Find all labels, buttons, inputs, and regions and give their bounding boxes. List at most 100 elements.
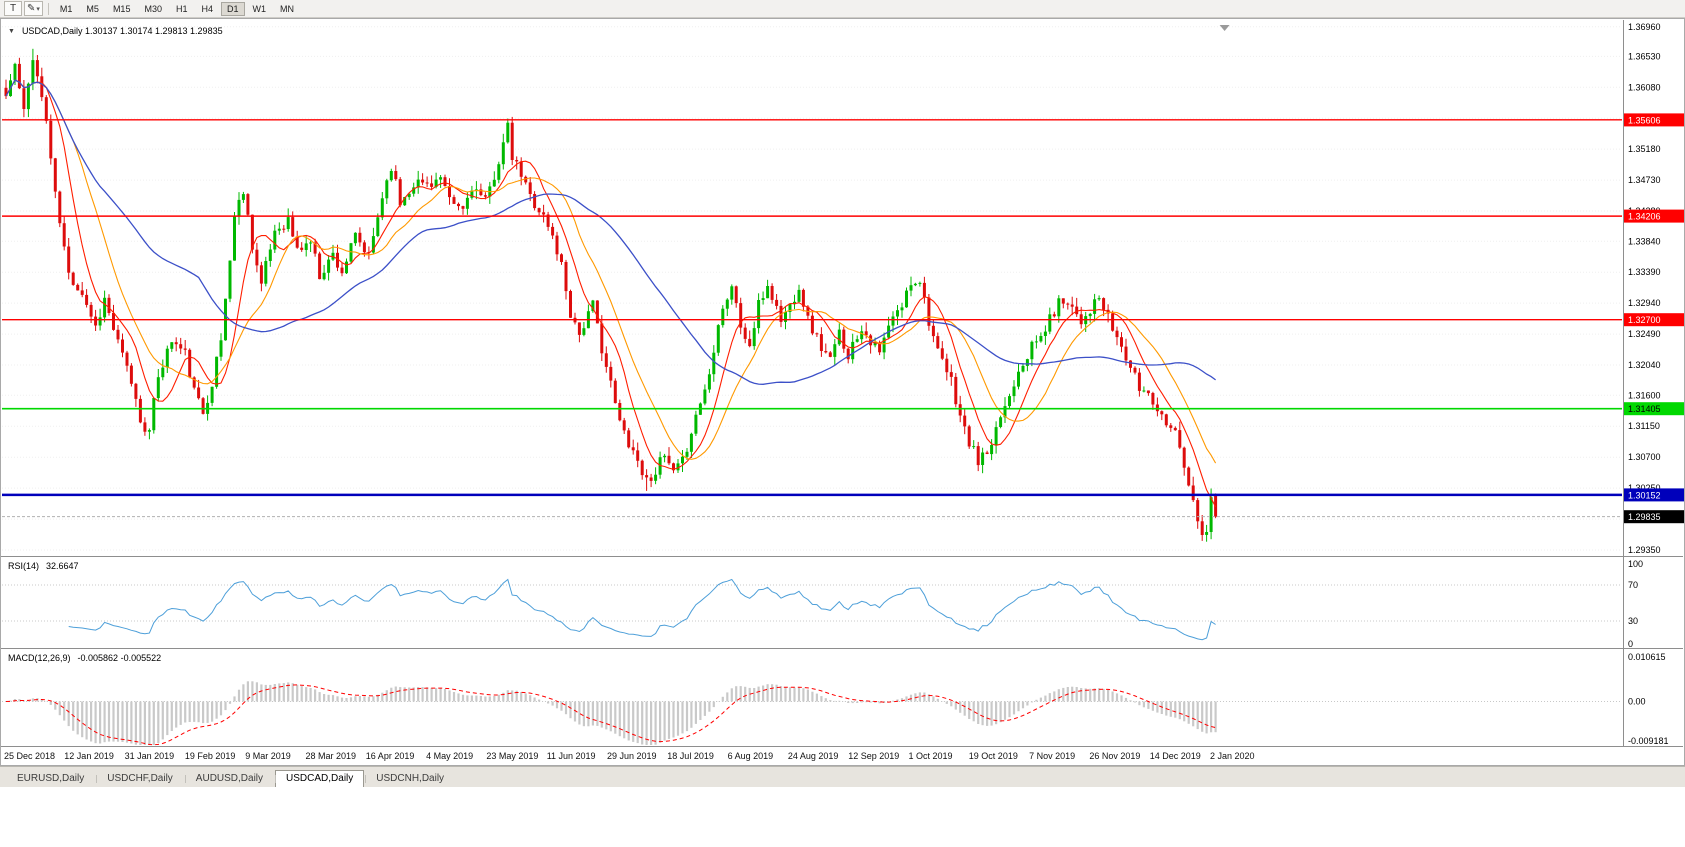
svg-text:1.30152: 1.30152 — [1628, 490, 1661, 500]
macd-histogram — [9, 681, 1217, 745]
svg-text:1.36960: 1.36960 — [1628, 22, 1661, 32]
svg-text:70: 70 — [1628, 580, 1638, 590]
timeframe-h4-button[interactable]: H4 — [201, 3, 213, 14]
timeframe-m15-button[interactable]: M15 — [112, 3, 131, 14]
svg-text:100: 100 — [1628, 559, 1643, 569]
svg-text:1.33390: 1.33390 — [1628, 267, 1661, 277]
svg-text:12 Sep 2019: 12 Sep 2019 — [848, 751, 899, 761]
svg-text:1.29835: 1.29835 — [1628, 512, 1661, 522]
svg-text:0.010615: 0.010615 — [1628, 652, 1666, 662]
svg-text:1.32490: 1.32490 — [1628, 329, 1661, 339]
price-grid — [2, 26, 1622, 551]
candles-layer — [4, 48, 1218, 542]
price-badge-1.35606[interactable]: 1.35606 — [1624, 113, 1685, 127]
tab-usdcnh-daily[interactable]: USDCNH,Daily — [365, 770, 455, 787]
svg-text:31 Jan 2019: 31 Jan 2019 — [125, 751, 175, 761]
svg-text:1.32940: 1.32940 — [1628, 298, 1661, 308]
svg-text:1.33840: 1.33840 — [1628, 236, 1661, 246]
macd-label: MACD(12,26,9) — [8, 653, 71, 663]
svg-text:24 Aug 2019: 24 Aug 2019 — [788, 751, 839, 761]
toolbar-separator — [47, 2, 49, 15]
svg-text:1.35606: 1.35606 — [1628, 115, 1661, 125]
svg-text:14 Dec 2019: 14 Dec 2019 — [1150, 751, 1201, 761]
timeframe-w1-button[interactable]: W1 — [252, 3, 267, 14]
svg-text:26 Nov 2019: 26 Nov 2019 — [1089, 751, 1140, 761]
chart-canvas[interactable]: 1.369601.365301.360801.356301.351801.347… — [0, 18, 1685, 766]
svg-text:1.32040: 1.32040 — [1628, 360, 1661, 370]
svg-text:16 Apr 2019: 16 Apr 2019 — [366, 751, 415, 761]
svg-text:25 Dec 2018: 25 Dec 2018 — [4, 751, 55, 761]
tab-audusd-daily[interactable]: AUDUSD,Daily — [184, 770, 274, 787]
svg-text:1 Oct 2019: 1 Oct 2019 — [909, 751, 953, 761]
top-toolbar: T ✎ ▾ M1 M5 M15 M30 H1 H4 D1 W1 MN — [0, 0, 1685, 18]
rsi-level-lines — [2, 584, 1622, 622]
price-badges: 1.35606 1.34206 1.32700 1.31405 1.30152 1.298… — [1624, 113, 1685, 524]
timeframe-mn-button[interactable]: MN — [280, 3, 295, 14]
svg-text:29 Jun 2019: 29 Jun 2019 — [607, 751, 657, 761]
tab-usdcad-daily[interactable]: USDCAD,Daily — [275, 770, 365, 787]
timeframe-m5-button[interactable]: M5 — [86, 3, 99, 14]
current-price-badge: 1.29835 — [1624, 510, 1685, 524]
date-axis[interactable]: 25 Dec 2018 12 Jan 2019 31 Jan 2019 19 Feb … — [4, 751, 1255, 761]
svg-text:1.29350: 1.29350 — [1628, 545, 1661, 555]
svg-text:18 Jul 2019: 18 Jul 2019 — [667, 751, 714, 761]
rsi-label: RSI(14) — [8, 561, 40, 571]
tab-eurusd-daily[interactable]: EURUSD,Daily — [17, 773, 85, 784]
price-axis[interactable]: 1.369601.365301.360801.356301.351801.347… — [1628, 22, 1661, 555]
price-badge-1.30152[interactable]: 1.30152 — [1624, 488, 1685, 502]
timeframe-h1-button[interactable]: H1 — [175, 3, 188, 14]
bottom-filler — [0, 787, 1685, 847]
svg-text:19 Feb 2019: 19 Feb 2019 — [185, 751, 236, 761]
rsi-header: RSI(14) 32.6647 — [8, 561, 79, 571]
drawing-tools-group: T ✎ ▾ — [4, 1, 43, 16]
price-badge-1.32700[interactable]: 1.32700 — [1624, 313, 1685, 327]
moving-average-16 — [5, 79, 1217, 464]
svg-text:19 Oct 2019: 19 Oct 2019 — [969, 751, 1018, 761]
timeframe-m1-button[interactable]: M1 — [59, 3, 73, 14]
macd-values: -0.005862 -0.005522 — [77, 653, 162, 663]
svg-text:6 Aug 2019: 6 Aug 2019 — [728, 751, 774, 761]
svg-text:30: 30 — [1628, 616, 1638, 626]
svg-text:2 Jan 2020: 2 Jan 2020 — [1210, 751, 1255, 761]
rsi-axis: 100 70 30 0 — [1628, 559, 1643, 649]
svg-text:23 May 2019: 23 May 2019 — [486, 751, 538, 761]
symbol-ohlc-text: USDCAD,Daily 1.30137 1.30174 1.29813 1.2… — [21, 26, 223, 36]
timeframe-d1-button[interactable]: D1 — [221, 1, 245, 16]
dropdown-caret-icon[interactable]: ▾ — [36, 5, 40, 13]
svg-text:1.34206: 1.34206 — [1628, 212, 1661, 222]
moving-average-44 — [5, 79, 1216, 385]
rsi-value: 32.6647 — [46, 561, 79, 571]
moving-average-8 — [5, 79, 1217, 508]
svg-text:4 May 2019: 4 May 2019 — [426, 751, 473, 761]
macd-axis: 0.010615 0.00 -0.009181 — [1628, 652, 1669, 746]
svg-text:0: 0 — [1628, 639, 1633, 649]
timeframe-group: M1 M5 M15 M30 H1 H4 D1 W1 MN — [54, 1, 300, 16]
svg-text:1.36080: 1.36080 — [1628, 82, 1661, 92]
price-badge-1.31405[interactable]: 1.31405 — [1624, 402, 1685, 416]
collapse-arrow-icon[interactable]: ▼ — [8, 27, 15, 35]
svg-text:0.00: 0.00 — [1628, 696, 1646, 706]
svg-text:1.36530: 1.36530 — [1628, 51, 1661, 61]
chart-window: 1.369601.365301.360801.356301.351801.347… — [0, 18, 1685, 766]
svg-text:1.35180: 1.35180 — [1628, 144, 1661, 154]
chart-shift-marker[interactable] — [1219, 25, 1230, 31]
svg-text:12 Jan 2019: 12 Jan 2019 — [64, 751, 114, 761]
tab-usdchf-daily[interactable]: USDCHF,Daily — [96, 770, 184, 787]
rsi-line — [68, 578, 1216, 641]
svg-text:-0.009181: -0.009181 — [1628, 736, 1669, 746]
svg-text:7 Nov 2019: 7 Nov 2019 — [1029, 751, 1075, 761]
price-badge-1.34206[interactable]: 1.34206 — [1624, 209, 1685, 223]
svg-text:1.30700: 1.30700 — [1628, 452, 1661, 462]
svg-text:28 Mar 2019: 28 Mar 2019 — [306, 751, 357, 761]
text-tool-button[interactable]: T — [4, 1, 22, 16]
svg-text:9 Mar 2019: 9 Mar 2019 — [245, 751, 291, 761]
macd-header: MACD(12,26,9) -0.005862 -0.005522 — [8, 653, 161, 663]
svg-text:1.31600: 1.31600 — [1628, 390, 1661, 400]
timeframe-m30-button[interactable]: M30 — [144, 3, 162, 14]
chart-header: ▼ USDCAD,Daily 1.30137 1.30174 1.29813 1… — [8, 26, 223, 36]
horizontal-lines — [2, 119, 1622, 497]
symbol-tabbar: EURUSD,Daily USDCHF,Daily AUDUSD,Daily USDC… — [0, 766, 1685, 787]
svg-text:1.31150: 1.31150 — [1628, 421, 1660, 431]
draw-tool-button[interactable]: ✎ ▾ — [24, 1, 43, 16]
